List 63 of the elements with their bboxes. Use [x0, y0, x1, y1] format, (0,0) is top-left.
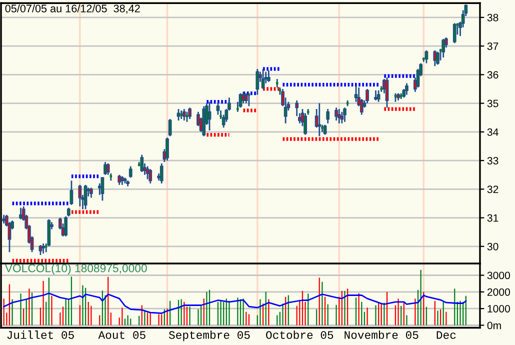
candlestick [128, 166, 132, 178]
candlestick [340, 111, 344, 124]
candlestick [343, 106, 346, 123]
candlestick [442, 38, 446, 58]
candlestick [118, 174, 122, 186]
y-tick-label: 2000 [487, 288, 510, 296]
y-tick-label: 34 [487, 128, 498, 136]
y-tick-label: 30 [487, 242, 498, 250]
y-tick-label: 35 [487, 100, 498, 108]
x-tick-label: Octobre 05 [266, 330, 334, 339]
candlestick [366, 88, 369, 104]
y-tick-label: 0m [487, 322, 501, 330]
candlestick [376, 90, 380, 103]
y-tick-label: 31 [487, 214, 498, 222]
candlestick [42, 242, 45, 254]
candlestick [334, 106, 338, 122]
x-tick-label: Dec [436, 331, 456, 339]
candlestick [160, 162, 164, 184]
candlestick [424, 50, 428, 64]
chart-title: 05/07/05 au 16/12/05 38,42 [5, 4, 140, 14]
candlestick [242, 91, 246, 104]
candlestick [208, 101, 212, 132]
candlestick [168, 118, 172, 137]
candlestick [374, 90, 378, 102]
x-tick-label: Septembre 05 [168, 330, 250, 342]
x-tick-label: Novembre 05 [344, 330, 418, 339]
line-series [3, 292, 467, 314]
candlestick [90, 187, 93, 198]
y-tick-label: 32 [487, 186, 498, 194]
candlestick [436, 51, 440, 66]
candlestick [104, 161, 107, 176]
candlestick [323, 124, 327, 136]
y-tick-label: 33 [487, 156, 498, 164]
candlestick [326, 108, 330, 124]
y-tick-label: 36 [487, 71, 498, 79]
candlestick [452, 22, 456, 44]
y-tick-label: 37 [487, 42, 498, 50]
candlestick [38, 244, 42, 256]
candlestick [182, 108, 186, 122]
candlestick [244, 92, 248, 104]
candlestick [216, 102, 220, 116]
candlestick [166, 136, 169, 162]
candlestick [140, 154, 144, 173]
candlestick [70, 180, 74, 206]
y-tick-label: 38 [487, 14, 498, 22]
candlestick [354, 85, 358, 103]
candlestick [78, 184, 82, 208]
candlestick [337, 108, 341, 124]
candlestick [266, 70, 270, 83]
candlestick [84, 184, 88, 210]
candlestick [433, 50, 437, 67]
candlestick [19, 207, 22, 220]
chart-title: VOLCOL(10) 1808975,0000 [4, 264, 147, 275]
candlestick [188, 106, 192, 120]
candlestick [405, 82, 408, 96]
y-tick-label: 1000 [488, 305, 510, 313]
candlestick [256, 68, 260, 96]
candlestick [148, 168, 152, 184]
candlestick [100, 177, 104, 202]
x-tick-label: Aout 05 [98, 331, 146, 339]
candlestick [304, 112, 307, 136]
x-tick-label: Juillet 05 [7, 330, 74, 339]
y-tick-label: 3000 [487, 272, 510, 280]
